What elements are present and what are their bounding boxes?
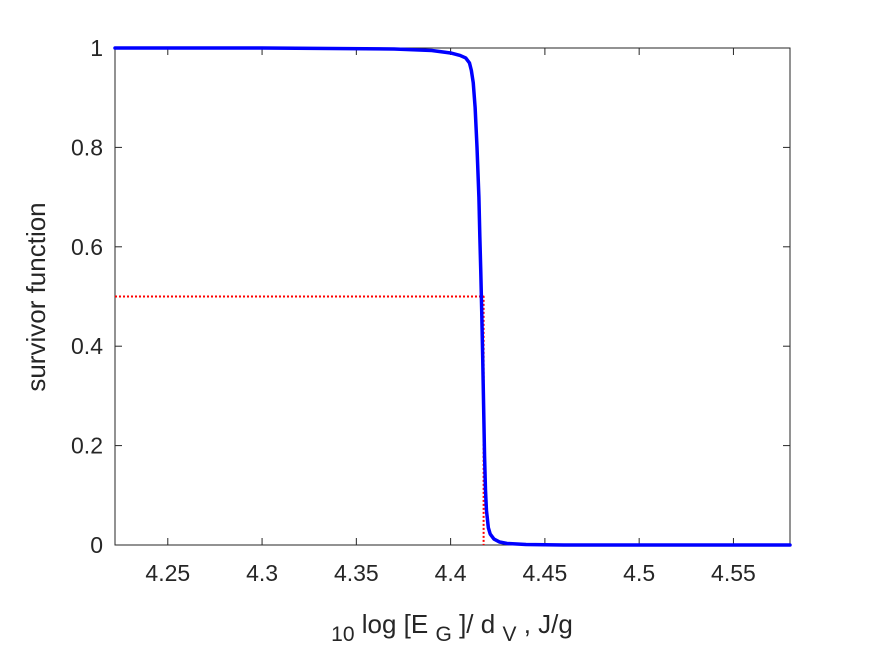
y-tick-label: 0 <box>90 532 103 558</box>
x-tick-label: 4.35 <box>334 560 379 586</box>
x-axis-label-text-2: ]/ d <box>459 609 495 639</box>
x-axis-label: 10 log [E G ]/ d V , J/g <box>331 609 573 647</box>
x-tick-label: 4.5 <box>623 560 655 586</box>
survivor-function-line <box>113 46 792 547</box>
x-tick-label: 4.25 <box>145 560 190 586</box>
y-tick-label: 0.6 <box>71 234 103 260</box>
x-axis-label-text-1: log [E <box>362 609 429 639</box>
x-tick-label: 4.4 <box>435 560 467 586</box>
x-axis-label-subscript-g: G <box>435 623 451 646</box>
x-axis-ticks: 4.25 4.3 4.35 4.4 4.45 4.5 4.55 <box>145 48 756 586</box>
median-reference-line <box>115 295 485 545</box>
y-axis-ticks: 0 0.2 0.4 0.6 0.8 1 <box>71 35 790 558</box>
y-tick-label: 0.4 <box>71 333 103 359</box>
y-axis-label: survivor function <box>21 202 51 391</box>
series-layer <box>113 46 792 547</box>
x-axis-label-subscript-10: 10 <box>331 623 354 646</box>
x-tick-label: 4.45 <box>523 560 568 586</box>
y-tick-label: 0.8 <box>71 134 103 160</box>
x-tick-label: 4.55 <box>711 560 756 586</box>
y-tick-label: 1 <box>90 35 103 61</box>
x-axis-label-text-3: , J/g <box>524 609 573 639</box>
x-tick-label: 4.3 <box>246 560 278 586</box>
x-axis-label-subscript-v: V <box>502 623 516 646</box>
y-tick-label: 0.2 <box>71 433 103 459</box>
